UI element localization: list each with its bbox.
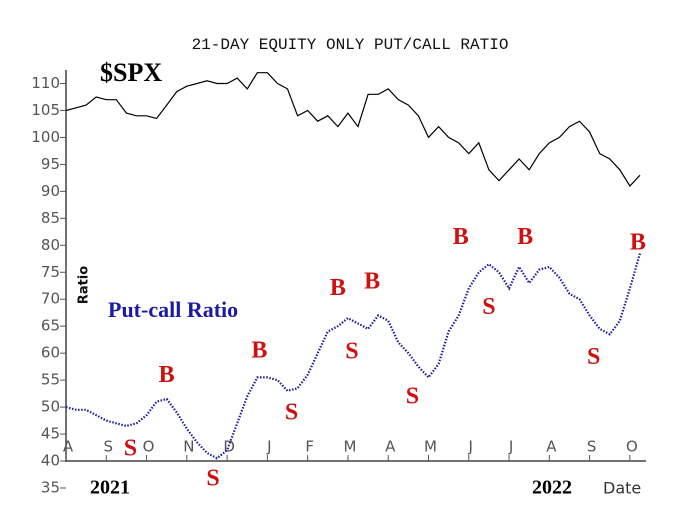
y-tick-label: 95: [41, 155, 60, 173]
x-tick-label: O: [143, 438, 155, 456]
y-axis-label: Ratio: [77, 266, 92, 304]
y-tick-label: 70: [41, 290, 60, 308]
annotation: B: [453, 224, 469, 250]
y-tick-label: 45: [41, 425, 60, 443]
chart-title: 21-DAY EQUITY ONLY PUT/CALL RATIO: [192, 36, 509, 54]
annotation: S: [124, 436, 137, 462]
x-tick-label: S: [587, 438, 597, 456]
annotation: S: [482, 294, 495, 320]
x-tick-label: D: [223, 438, 235, 456]
series-label: Put-call Ratio: [108, 297, 238, 322]
y-tick-label: 75: [41, 263, 60, 281]
x-tick-label: J: [468, 438, 473, 456]
year-label: 2021: [90, 477, 130, 499]
x-tick-label: M: [424, 438, 437, 456]
annotation: S: [406, 383, 419, 409]
x-tick-label: F: [305, 438, 314, 456]
series-line: [65, 72, 641, 187]
y-tick-label: 35: [41, 479, 60, 497]
annotation: S: [587, 344, 600, 370]
x-tick-label: A: [546, 438, 557, 456]
x-axis-label: Date: [603, 479, 641, 498]
y-tick-label: 50: [41, 398, 60, 416]
x-tick-label: J: [508, 438, 513, 456]
annotation: B: [364, 269, 380, 295]
y-tick-label: 40: [41, 452, 60, 470]
x-tick-label: O: [626, 438, 638, 456]
annotation: B: [517, 224, 533, 250]
y-tick-label: 105: [31, 101, 60, 119]
x-tick-label: M: [343, 438, 356, 456]
x-tick-label: N: [183, 438, 194, 456]
annotation: S: [285, 400, 298, 426]
y-tick-label: 110: [31, 74, 60, 92]
annotation: B: [630, 230, 646, 256]
y-tick-label: 65: [41, 317, 60, 335]
y-tick-label: 55: [41, 371, 60, 389]
series-line: [65, 253, 642, 460]
y-tick-label: 85: [41, 209, 60, 227]
annotation: S: [345, 339, 358, 365]
x-tick-label: S: [104, 438, 114, 456]
annotation: S: [206, 465, 219, 491]
y-tick-label: 90: [41, 182, 60, 200]
y-tick-label: 80: [41, 236, 60, 254]
x-tick-label: J: [266, 438, 271, 456]
series-label: $SPX: [100, 58, 162, 87]
x-tick-label: A: [63, 438, 74, 456]
annotation: B: [330, 275, 346, 301]
annotation: B: [159, 362, 175, 388]
y-tick-label: 100: [31, 128, 60, 146]
year-label: 2022: [532, 477, 572, 499]
annotation: B: [251, 338, 267, 364]
y-tick-label: 60: [41, 344, 60, 362]
x-tick-label: A: [385, 438, 396, 456]
